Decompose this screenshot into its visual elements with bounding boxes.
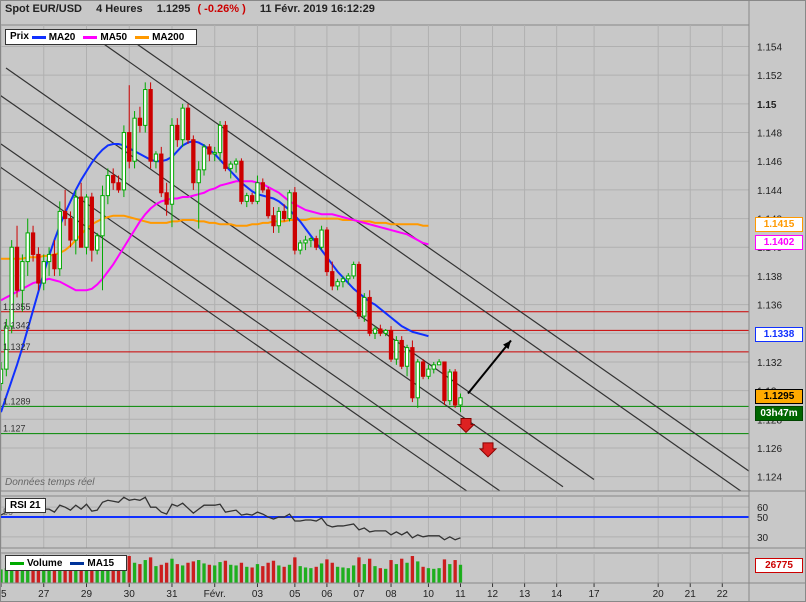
svg-text:1.15: 1.15 (757, 100, 777, 111)
price-box: 03h47m (755, 406, 803, 421)
svg-text:1.1327: 1.1327 (3, 342, 31, 352)
svg-text:60: 60 (757, 503, 769, 514)
chart-container: Spot EUR/USD 4 Heures 1.1295 ( -0.26% ) … (0, 0, 806, 602)
svg-text:Févr.: Févr. (204, 589, 226, 600)
footer-note: Données temps réel (5, 477, 95, 488)
svg-text:1.154: 1.154 (757, 43, 782, 54)
svg-text:1.132: 1.132 (757, 358, 782, 369)
svg-text:21: 21 (685, 589, 697, 600)
svg-text:1.127: 1.127 (3, 424, 26, 434)
svg-text:14: 14 (551, 589, 563, 600)
price-box: 1.1402 (755, 235, 803, 250)
svg-text:30: 30 (757, 533, 769, 544)
svg-text:30: 30 (124, 589, 136, 600)
volume-value-box: 26775 (755, 558, 803, 573)
price-box: 1.1295 (755, 389, 803, 404)
svg-text:22: 22 (717, 589, 729, 600)
rsi-legend-label: RSI 21 (10, 500, 41, 511)
chart-svg: 25 27 29 30 31 Févr. 03 05 06 07 08 10 11 12 13 14 17 20 2… (1, 1, 806, 602)
svg-text:1.152: 1.152 (757, 71, 782, 82)
svg-text:29: 29 (81, 589, 93, 600)
svg-text:1.1289: 1.1289 (3, 396, 31, 406)
price-legend-label: Prix (10, 31, 29, 42)
legend-MA15: MA15 (70, 558, 114, 569)
svg-text:1.136: 1.136 (757, 301, 782, 312)
svg-text:1.1342: 1.1342 (3, 320, 31, 330)
svg-text:12: 12 (487, 589, 499, 600)
svg-text:17: 17 (588, 589, 600, 600)
svg-text:07: 07 (353, 589, 365, 600)
svg-text:1.124: 1.124 (757, 473, 782, 484)
rsi-legend: RSI 21 (5, 498, 46, 513)
svg-text:1.144: 1.144 (757, 186, 782, 197)
svg-text:1.148: 1.148 (757, 129, 782, 140)
svg-text:05: 05 (289, 589, 301, 600)
svg-text:1.138: 1.138 (757, 272, 782, 283)
svg-text:06: 06 (321, 589, 333, 600)
svg-text:11: 11 (455, 589, 466, 600)
svg-text:50: 50 (757, 513, 769, 524)
svg-text:20: 20 (653, 589, 665, 600)
legend-Volume: Volume (10, 558, 62, 569)
svg-text:10: 10 (423, 589, 435, 600)
svg-text:03: 03 (252, 589, 264, 600)
svg-text:08: 08 (385, 589, 397, 600)
svg-text:25: 25 (1, 589, 7, 600)
legend-MA50: MA50 (83, 32, 127, 43)
legend-MA200: MA200 (135, 32, 184, 43)
legend-MA20: MA20 (32, 32, 76, 43)
price-box: 1.1338 (755, 327, 803, 342)
svg-text:1.146: 1.146 (757, 157, 782, 168)
svg-text:1.1355: 1.1355 (3, 302, 31, 312)
svg-text:1.126: 1.126 (757, 444, 782, 455)
price-box: 1.1415 (755, 217, 803, 232)
svg-text:27: 27 (38, 589, 50, 600)
svg-text:31: 31 (166, 589, 178, 600)
volume-legend: Volume MA15 (5, 555, 127, 571)
svg-text:13: 13 (519, 589, 531, 600)
price-legend: Prix MA20 MA50 MA200 (5, 29, 197, 45)
